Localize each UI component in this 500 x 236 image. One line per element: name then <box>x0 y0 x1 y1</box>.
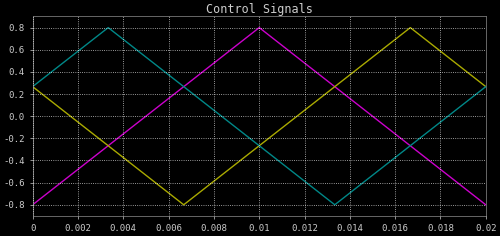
Title: Control Signals: Control Signals <box>206 4 312 17</box>
